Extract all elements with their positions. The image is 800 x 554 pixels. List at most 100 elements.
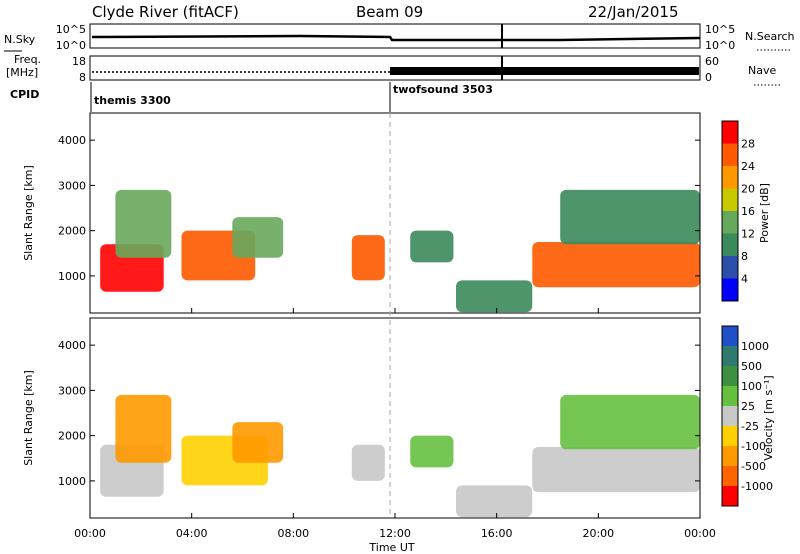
power-colorbar-tick-0: 4 <box>741 273 748 286</box>
velocity-colorbar-segment-7 <box>722 466 738 487</box>
power-colorbar-segment-0 <box>722 121 738 144</box>
power-echo-region-4 <box>351 235 385 281</box>
power-echo-region-7 <box>532 241 700 288</box>
search-tick-bottom: 10^0 <box>705 39 735 52</box>
velocity-colorbar-tick-4: -25 <box>741 420 759 433</box>
cpid-mode-themis: themis 3300 <box>94 94 171 107</box>
velocity-colorbar-tick-6: -500 <box>741 460 766 473</box>
velocity-colorbar-segment-6 <box>722 446 738 467</box>
power-colorbar-segment-4 <box>722 211 738 234</box>
velocity-yaxis: 1000 2000 3000 4000 <box>58 339 700 488</box>
power-echo-layer <box>100 189 700 313</box>
power-colorbar-segment-1 <box>722 143 738 167</box>
power-echo-region-1 <box>115 189 172 258</box>
time-axis: 00:00 04:00 08:00 12:00 16:00 20:00 00:00 <box>74 308 716 540</box>
date-title: 22/Jan/2015 <box>588 3 679 21</box>
velocity-echo-layer <box>100 394 700 518</box>
time-tick-label-1: 04:00 <box>176 527 208 540</box>
sky-label: N.Sky <box>4 33 36 46</box>
station-title: Clyde River (fitACF) <box>92 3 239 21</box>
power-ytick-label-2: 3000 <box>58 179 86 192</box>
velocity-colorbar-tick-0: 1000 <box>741 340 769 353</box>
velocity-echo-region-5 <box>410 435 454 468</box>
velocity-colorbar-segment-0 <box>722 326 738 347</box>
power-colorbar-segment-2 <box>722 166 738 189</box>
beam-title: Beam 09 <box>356 3 423 21</box>
velocity-echo-region-4 <box>351 444 385 481</box>
nave-trace-twofsound <box>390 67 699 75</box>
velocity-colorbar-segment-2 <box>722 366 738 387</box>
velocity-echo-region-6 <box>456 485 533 518</box>
cpid-strip: CPID themis 3300 twofsound 3503 <box>10 82 493 112</box>
freq-tick-top: 18 <box>72 55 86 68</box>
power-colorbar-label: Power [dB] <box>758 183 771 243</box>
search-tick-top: 10^5 <box>705 23 735 36</box>
nave-tick-bottom: 0 <box>705 71 712 84</box>
velocity-colorbar-label: Velocity [m s⁻¹] <box>762 375 775 460</box>
velocity-colorbar-segment-1 <box>722 346 738 367</box>
velocity-echo-region-7 <box>532 446 700 493</box>
time-tick-label-2: 08:00 <box>277 527 309 540</box>
velocity-colorbar-tick-2: 100 <box>741 380 762 393</box>
velocity-ytick-label-1: 2000 <box>58 430 86 443</box>
velocity-panel: 1000 2000 3000 4000 Slant Range [km] 1000 50… <box>22 317 775 519</box>
power-colorbar-segment-3 <box>722 188 738 212</box>
power-panel: 1000 2000 3000 4000 Slant Range [km] 4 8 12 16… <box>22 112 771 314</box>
velocity-ytick-label-3: 4000 <box>58 339 86 352</box>
velocity-colorbar-tick-7: -1000 <box>741 480 773 493</box>
velocity-ylabel: Slant Range [km] <box>22 370 35 466</box>
power-echo-region-8 <box>560 189 700 245</box>
velocity-colorbar: 1000 500 100 25 -25 -100 -500 -1000 <box>721 325 773 507</box>
velocity-colorbar-tick-3: 25 <box>741 400 755 413</box>
velocity-colorbar-tick-5: -100 <box>741 440 766 453</box>
velocity-echo-region-1 <box>115 394 172 463</box>
freq-label: Freq. <box>14 53 41 66</box>
power-colorbar-frame <box>721 120 739 302</box>
time-tick-label-5: 20:00 <box>582 527 614 540</box>
nave-tick-top: 60 <box>705 55 719 68</box>
power-colorbar-segment-5 <box>722 233 738 257</box>
power-echo-region-6 <box>456 280 533 313</box>
time-tick-label-3: 12:00 <box>379 527 411 540</box>
sky-noise-panel: N.Sky 10^5 10^0 10^5 10^0 N.Search <box>4 23 795 52</box>
power-colorbar-segment-7 <box>722 278 738 302</box>
velocity-echo-region-8 <box>560 394 700 450</box>
time-axis-label: Time UT <box>368 541 414 554</box>
velocity-colorbar-frame <box>721 325 739 507</box>
power-ytick-label-0: 1000 <box>58 270 86 283</box>
time-tick-label-6: 00:00 <box>684 527 716 540</box>
cpid-label: CPID <box>10 88 39 101</box>
frequency-panel: Freq. [MHz] 18 8 60 0 Nave <box>6 53 780 86</box>
power-colorbar-tick-4: 20 <box>741 183 755 196</box>
power-colorbar: 4 8 12 16 20 24 28 <box>721 120 755 302</box>
freq-tick-bottom: 8 <box>79 71 86 84</box>
power-ylabel: Slant Range [km] <box>22 165 35 261</box>
power-colorbar-tick-2: 12 <box>741 228 755 241</box>
power-colorbar-tick-6: 28 <box>741 138 755 151</box>
power-ytick-label-3: 4000 <box>58 134 86 147</box>
power-colorbar-segment-6 <box>722 256 738 279</box>
power-ytick-label-1: 2000 <box>58 225 86 238</box>
cpid-mode-twofsound: twofsound 3503 <box>393 83 493 96</box>
velocity-echo-region-3 <box>232 422 284 463</box>
power-yaxis: 1000 2000 3000 4000 <box>58 134 700 283</box>
velocity-colorbar-segment-5 <box>722 426 738 447</box>
search-label: N.Search <box>745 30 795 43</box>
power-colorbar-tick-3: 16 <box>741 205 755 218</box>
freq-unit-label: [MHz] <box>6 66 38 79</box>
velocity-ytick-label-2: 3000 <box>58 384 86 397</box>
velocity-colorbar-tick-1: 500 <box>741 360 762 373</box>
velocity-colorbar-segment-8 <box>722 486 738 507</box>
velocity-colorbar-segment-3 <box>722 386 738 407</box>
velocity-colorbar-segment-4 <box>722 406 738 427</box>
time-tick-label-0: 00:00 <box>74 527 106 540</box>
power-colorbar-tick-5: 24 <box>741 160 755 173</box>
nave-label: Nave <box>748 64 776 77</box>
time-tick-label-4: 16:00 <box>481 527 513 540</box>
velocity-ytick-label-0: 1000 <box>58 475 86 488</box>
power-echo-region-3 <box>232 217 284 258</box>
sky-tick-bottom: 10^0 <box>56 39 86 52</box>
sky-tick-top: 10^5 <box>56 23 86 36</box>
power-colorbar-tick-1: 8 <box>741 250 748 263</box>
